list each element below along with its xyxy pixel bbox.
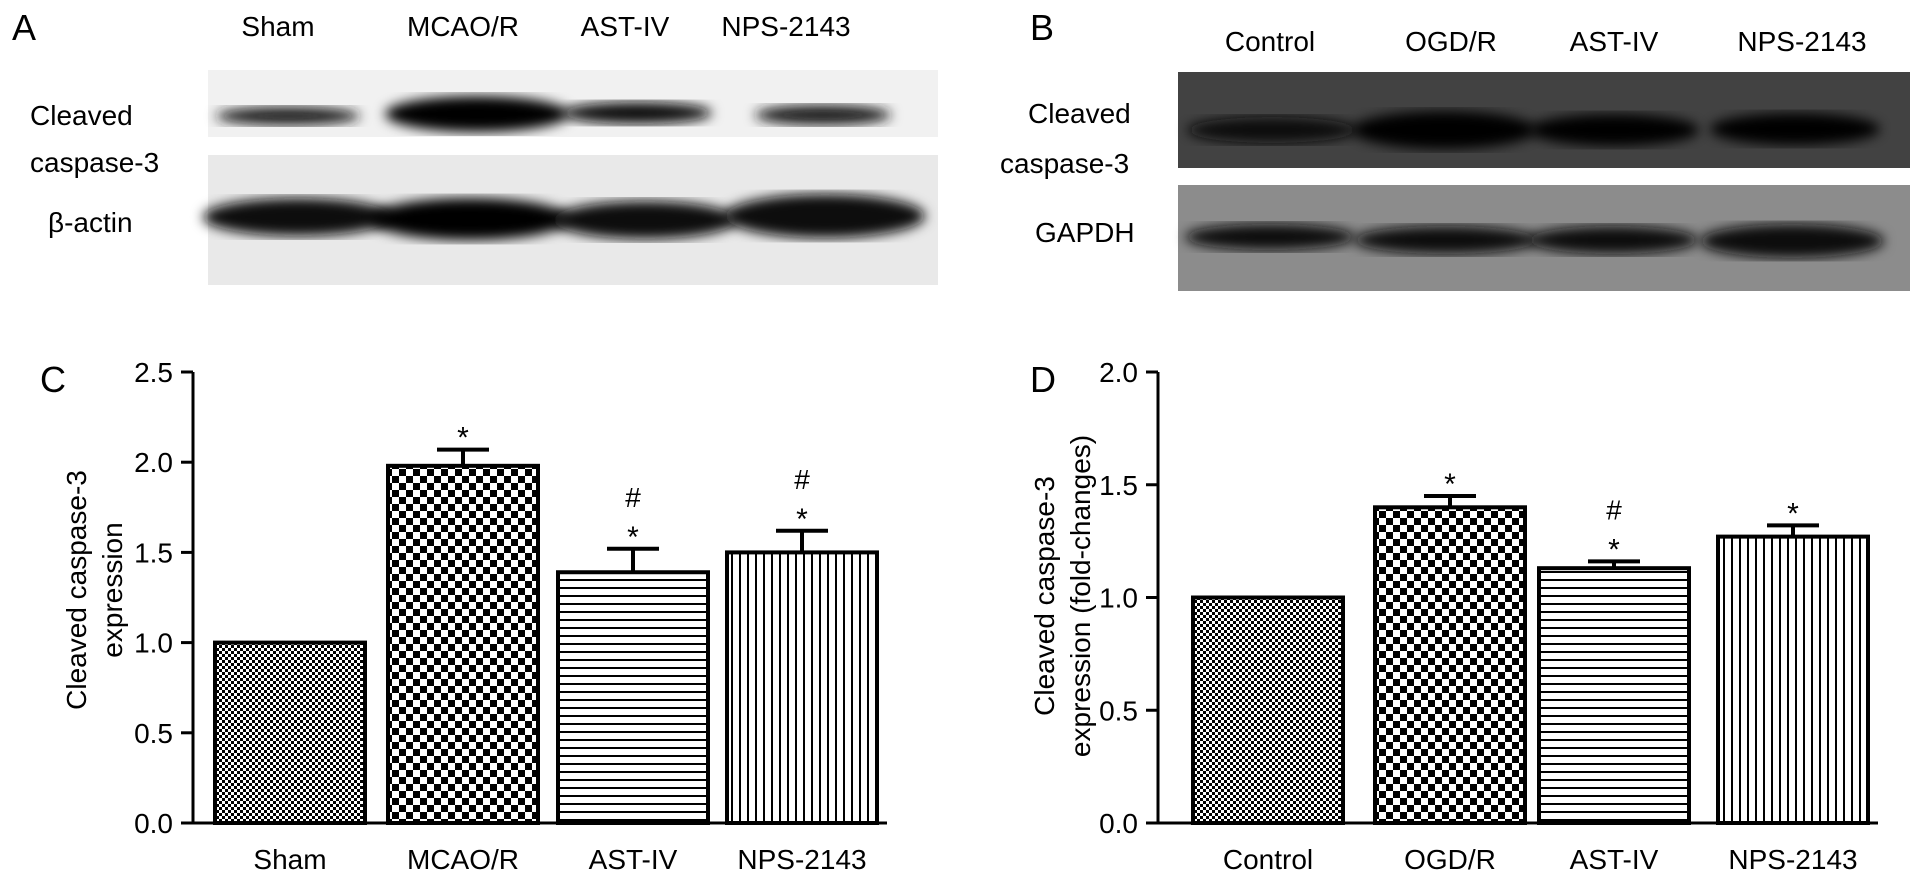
panel-c-letter: C <box>40 359 66 400</box>
lane-label-b-1: Control <box>1225 26 1315 57</box>
panel-b: B Control OGD/R AST-IV NPS-2143 Cleaved … <box>1000 7 1910 291</box>
chart-c-ytick-label: 0.5 <box>134 718 173 749</box>
chart-c-ytick-label: 1.5 <box>134 537 173 568</box>
chart-d-significance-mark: * <box>1787 497 1799 530</box>
chart-c-significance-mark: # <box>794 464 810 495</box>
chart-c-significance-mark: * <box>796 503 808 536</box>
chart-c-category-label: AST-IV <box>589 844 678 875</box>
chart-c-plot: Sham * MCAO/R # * AST-IV # * NPS-2143 <box>213 422 879 875</box>
row-label-a-actin: β-actin <box>48 207 133 238</box>
chart-c-category-label: MCAO/R <box>407 844 519 875</box>
lane-label-b-4: NPS-2143 <box>1737 26 1866 57</box>
chart-d-bar <box>1191 595 1345 825</box>
chart-d-significance-mark: * <box>1444 468 1456 501</box>
chart-c-bar <box>556 570 710 826</box>
chart-d-ytick-label: 0.5 <box>1099 695 1138 726</box>
chart-d-category-label: Control <box>1223 844 1313 875</box>
row-label-a-cleaved: Cleaved <box>30 100 133 131</box>
chart-c: C Cleaved caspase-3 expression 0.0 0.5 1.0… <box>40 357 887 875</box>
panel-d-letter: D <box>1030 359 1056 400</box>
chart-d-ylabel-2: expression (fold-changes) <box>1065 435 1096 757</box>
blot-b-top <box>1178 72 1910 168</box>
lane-label-a-3: AST-IV <box>581 11 670 42</box>
chart-d-ylabel-1: Cleaved caspase-3 <box>1029 476 1060 716</box>
panel-a: A Sham MCAO/R AST-IV NPS-2143 Cleaved ca… <box>12 7 938 285</box>
lane-label-b-2: OGD/R <box>1405 26 1497 57</box>
chart-c-ylabel-1: Cleaved caspase-3 <box>61 470 92 710</box>
chart-d: D Cleaved caspase-3 expression (fold-cha… <box>1029 357 1878 875</box>
chart-c-ytick-label: 2.5 <box>134 357 173 388</box>
blot-a-top <box>208 70 938 137</box>
chart-c-ylabel-2: expression <box>97 522 128 657</box>
chart-d-ytick-label: 2.0 <box>1099 357 1138 388</box>
chart-d-category-label: AST-IV <box>1570 844 1659 875</box>
chart-d-significance-mark: * <box>1608 533 1620 566</box>
chart-d-bar <box>1537 566 1691 825</box>
chart-d-category-label: OGD/R <box>1404 844 1496 875</box>
chart-d-bar <box>1716 534 1870 825</box>
chart-c-bar <box>213 640 367 825</box>
chart-c-significance-mark: * <box>457 422 469 455</box>
chart-d-plot: Control * OGD/R # * AST-IV * NPS-2143 <box>1191 468 1870 875</box>
blot-b-bottom <box>1178 185 1910 291</box>
chart-d-category-label: NPS-2143 <box>1728 844 1857 875</box>
chart-c-significance-mark: * <box>627 521 639 554</box>
chart-d-ytick-label: 1.0 <box>1099 583 1138 614</box>
chart-c-category-label: NPS-2143 <box>737 844 866 875</box>
chart-c-ytick-label: 1.0 <box>134 628 173 659</box>
lane-label-a-1: Sham <box>241 11 314 42</box>
panel-a-letter: A <box>12 7 36 48</box>
blot-a-bottom <box>203 155 938 285</box>
chart-d-ytick-label: 0.0 <box>1099 808 1138 839</box>
chart-c-ytick-label: 0.0 <box>134 808 173 839</box>
chart-c-bar <box>386 463 540 825</box>
chart-d-bar <box>1373 505 1527 825</box>
lane-label-a-4: NPS-2143 <box>721 11 850 42</box>
lane-label-b-3: AST-IV <box>1570 26 1659 57</box>
row-label-b-gapdh: GAPDH <box>1035 217 1135 248</box>
chart-c-bar <box>725 550 879 826</box>
chart-c-ytick-label: 2.0 <box>134 447 173 478</box>
chart-c-significance-mark: # <box>625 482 641 513</box>
panel-b-letter: B <box>1030 7 1054 48</box>
chart-d-ytick-label: 1.5 <box>1099 470 1138 501</box>
chart-c-category-label: Sham <box>253 844 326 875</box>
chart-d-significance-mark: # <box>1606 494 1622 525</box>
row-label-b-caspase: caspase-3 <box>1000 148 1129 179</box>
row-label-a-caspase: caspase-3 <box>30 147 159 178</box>
row-label-b-cleaved: Cleaved <box>1028 98 1131 129</box>
lane-label-a-2: MCAO/R <box>407 11 519 42</box>
